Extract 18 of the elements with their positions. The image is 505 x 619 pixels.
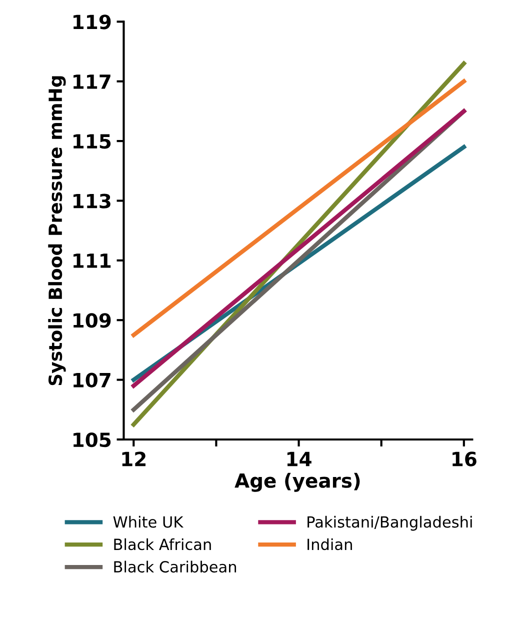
- x-tick-label: 14: [287, 452, 312, 466]
- x-axis-title: Age (years): [234, 472, 360, 492]
- y-tick-label: 115: [74, 134, 111, 149]
- y-tick-label: 109: [74, 313, 111, 328]
- y-axis-title: Systolic Blood Pressure mmHg: [48, 76, 66, 386]
- legend-label: Black African: [114, 538, 211, 550]
- legend-label: Pakistani/Bangladeshi: [308, 516, 472, 531]
- y-tick-label: 119: [74, 14, 111, 30]
- legend-label: Indian: [308, 538, 352, 550]
- x-tick-label: 16: [452, 452, 476, 466]
- x-tick-label: 12: [122, 452, 146, 466]
- legend-label: White UK: [113, 516, 184, 528]
- y-tick-label: 117: [74, 74, 110, 89]
- legend-label: Black Caribbean: [114, 560, 236, 573]
- y-tick-label: 105: [74, 432, 111, 448]
- y-tick-label: 113: [74, 194, 110, 208]
- y-tick-label: 107: [74, 372, 110, 388]
- y-tick-label: 111: [74, 254, 111, 268]
